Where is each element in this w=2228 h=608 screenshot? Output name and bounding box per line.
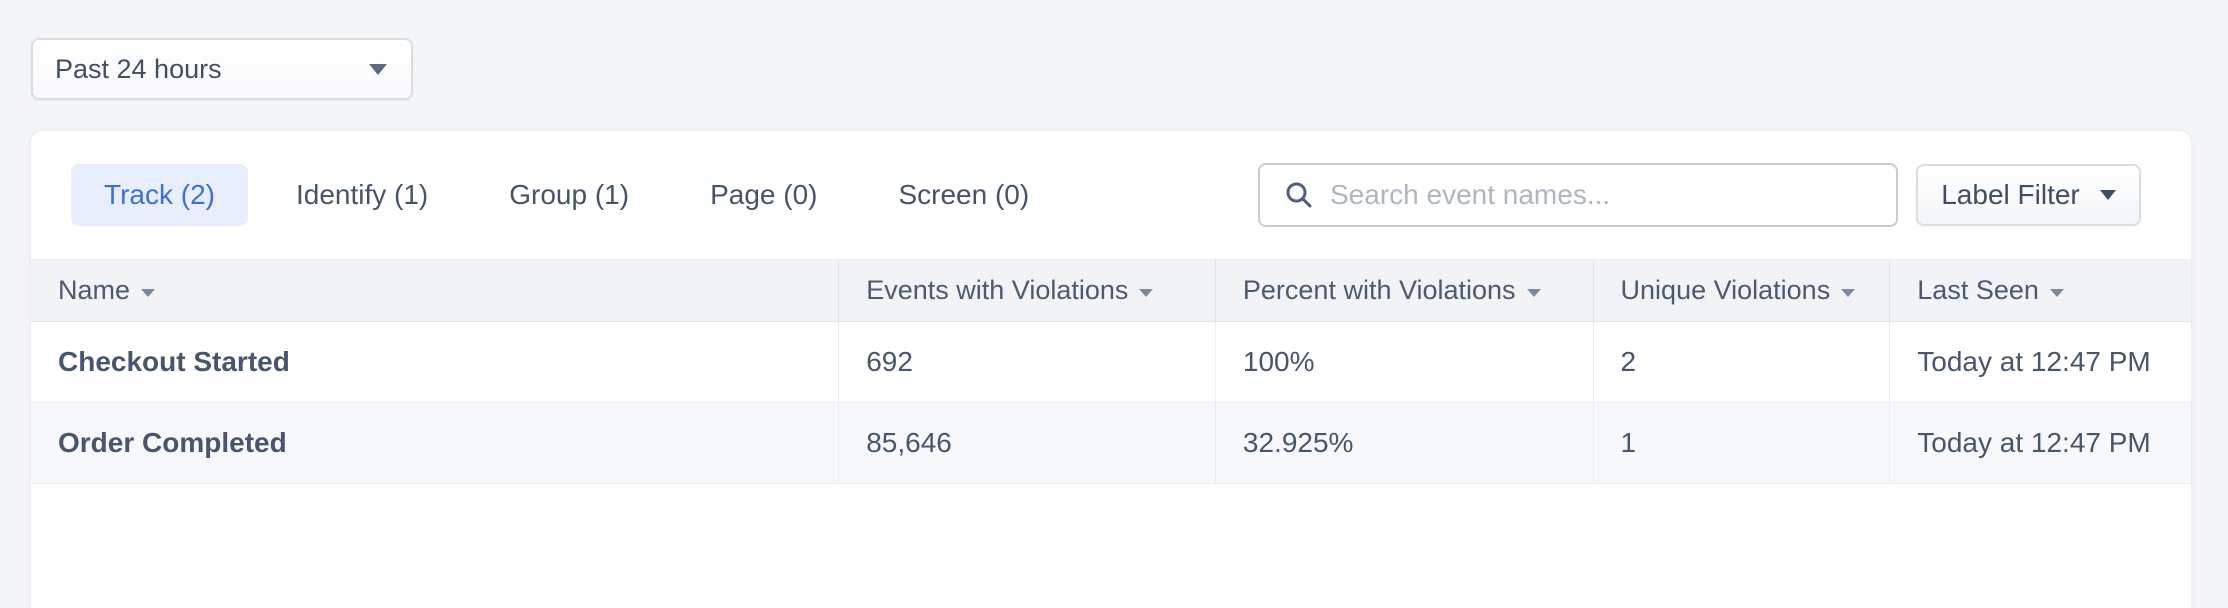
event-name-cell[interactable]: Order Completed bbox=[58, 427, 287, 458]
tab-page[interactable]: Page (0) bbox=[710, 179, 818, 210]
unique-violations-cell: 1 bbox=[1592, 403, 1890, 483]
label-filter-label: Label Filter bbox=[1941, 179, 2080, 210]
violations-table: Name Events with Violations Percent with… bbox=[31, 259, 2191, 484]
controls-right-group: Label Filter bbox=[1258, 163, 2141, 227]
violations-panel: Track (2) Identify (1) Group (1) Page (0… bbox=[30, 130, 2192, 608]
event-name-cell[interactable]: Checkout Started bbox=[58, 346, 290, 377]
sort-caret-icon bbox=[141, 288, 156, 297]
search-icon bbox=[1286, 182, 1312, 208]
tab-group[interactable]: Group (1) bbox=[509, 179, 630, 210]
label-filter-button[interactable]: Label Filter bbox=[1916, 164, 2141, 226]
event-type-tabs: Track (2) Identify (1) Group (1) Page (0… bbox=[71, 164, 1062, 226]
last-seen-cell: Today at 12:47 PM bbox=[1889, 403, 2191, 483]
sort-caret-icon bbox=[1139, 288, 1154, 297]
sort-caret-icon bbox=[2049, 288, 2064, 297]
column-header-percent-with-violations[interactable]: Percent with Violations bbox=[1214, 260, 1593, 321]
search-box[interactable] bbox=[1258, 163, 1898, 227]
column-header-events-with-violations[interactable]: Events with Violations bbox=[838, 260, 1215, 321]
tab-track[interactable]: Track (2) bbox=[71, 164, 248, 226]
caret-down-icon bbox=[2099, 190, 2116, 200]
table-row[interactable]: Order Completed 85,646 32.925% 1 Today a… bbox=[31, 403, 2191, 484]
last-seen-cell: Today at 12:47 PM bbox=[1889, 322, 2191, 402]
unique-violations-cell: 2 bbox=[1592, 322, 1890, 402]
tab-identify[interactable]: Identify (1) bbox=[295, 179, 429, 210]
events-with-violations-cell: 692 bbox=[838, 322, 1215, 402]
caret-down-icon bbox=[369, 63, 387, 75]
sort-caret-icon bbox=[1526, 288, 1541, 297]
events-with-violations-cell: 85,646 bbox=[838, 403, 1215, 483]
column-header-name[interactable]: Name bbox=[31, 260, 838, 321]
controls-row: Track (2) Identify (1) Group (1) Page (0… bbox=[31, 131, 2191, 259]
time-range-dropdown[interactable]: Past 24 hours bbox=[31, 38, 413, 100]
table-header-row: Name Events with Violations Percent with… bbox=[31, 259, 2191, 322]
percent-with-violations-cell: 32.925% bbox=[1214, 403, 1593, 483]
time-range-label: Past 24 hours bbox=[55, 53, 222, 84]
tab-screen[interactable]: Screen (0) bbox=[898, 179, 1030, 210]
table-row[interactable]: Checkout Started 692 100% 2 Today at 12:… bbox=[31, 322, 2191, 403]
column-header-unique-violations[interactable]: Unique Violations bbox=[1592, 260, 1890, 321]
percent-with-violations-cell: 100% bbox=[1214, 322, 1593, 402]
column-header-last-seen[interactable]: Last Seen bbox=[1889, 260, 2191, 321]
sort-caret-icon bbox=[1841, 288, 1856, 297]
search-input[interactable] bbox=[1330, 165, 1876, 225]
